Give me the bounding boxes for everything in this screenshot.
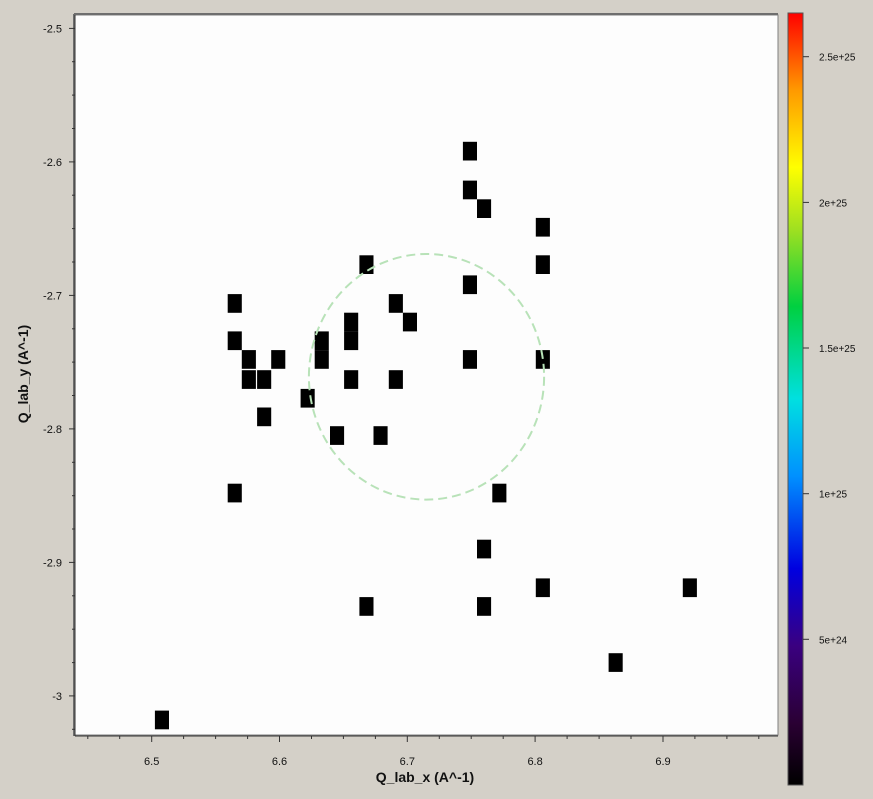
colorbar-tick-label: 2.5e+25 [819,53,856,64]
y-tick-label: -2.9 [43,557,62,569]
heatmap-cell [257,407,272,427]
heatmap-cell [462,350,477,369]
x-tick-label: 6.7 [400,756,415,768]
heatmap-cell [477,539,492,559]
heatmap-cell [462,141,477,161]
heatmap-cell [359,597,374,616]
x-tick-label: 6.5 [144,756,159,768]
heatmap-cell [227,483,242,503]
heatmap-cell [359,255,374,274]
plot-area[interactable] [74,14,779,736]
heatmap-cell [373,426,388,445]
roi-circle-group [307,252,546,501]
heatmap-cell [535,255,550,274]
colorbar-tick-label: 5e+24 [819,635,848,646]
colorbar [787,12,804,786]
heatmap-cell [257,370,272,389]
heatmap-cell [462,275,477,295]
y-axis: -2.5 -2.6 -2.7 -2.8 -2.9 -3 [43,15,76,736]
colorbar-tick-label: 2e+25 [819,198,848,209]
heatmap-cell [402,312,417,332]
heatmap-cell [241,370,256,389]
y-tick-label: -2.7 [43,290,62,302]
roi-circle[interactable] [307,252,546,501]
heatmap-cell [492,483,507,503]
heatmap-cell [344,312,359,332]
heatmap-cell [682,578,697,598]
x-axis: 6.5 6.6 6.7 6.8 6.9 [75,735,778,768]
y-tick-label: -2.8 [43,424,62,436]
y-tick-label: -3 [52,691,62,703]
x-axis-title: Q_lab_x (A^-1) [376,769,474,785]
heatmap-cell [227,331,242,351]
heatmap-cell [535,350,550,369]
heatmap-cell [344,331,359,351]
y-tick-label: -2.5 [43,23,62,35]
heatmap-cell [462,180,477,200]
heatmap-cell [477,199,492,218]
heatmap-cell [154,710,169,730]
heatmap-cell [388,370,403,389]
x-tick-label: 6.8 [527,756,542,768]
heatmap-cell [271,350,286,369]
colorbar-ticks: 5e+24 1e+25 1.5e+25 2e+25 2.5e+25 [803,53,856,646]
colorbar-tick-label: 1e+25 [819,490,848,501]
heatmap-cell [535,217,550,237]
y-tick-label: -2.6 [43,157,62,169]
heatmap-cell [330,426,345,445]
heatmap-cell [608,653,623,672]
heatmap-cell [300,388,315,408]
heatmap-cell [227,294,242,313]
y-axis-title: Q_lab_y (A^-1) [15,325,31,423]
heatmap-cell [535,578,550,598]
heatmap-cell [314,350,329,369]
heatmap-cell [477,597,492,616]
heatmap-cells [154,141,697,730]
heatmap-cell [388,294,403,313]
heatmap-cell [241,350,256,369]
x-tick-label: 6.9 [655,756,670,768]
colorbar-tick-label: 1.5e+25 [819,344,856,355]
heatmap-cell [344,370,359,389]
x-tick-label: 6.6 [272,756,287,768]
heatmap-cell [314,331,329,351]
